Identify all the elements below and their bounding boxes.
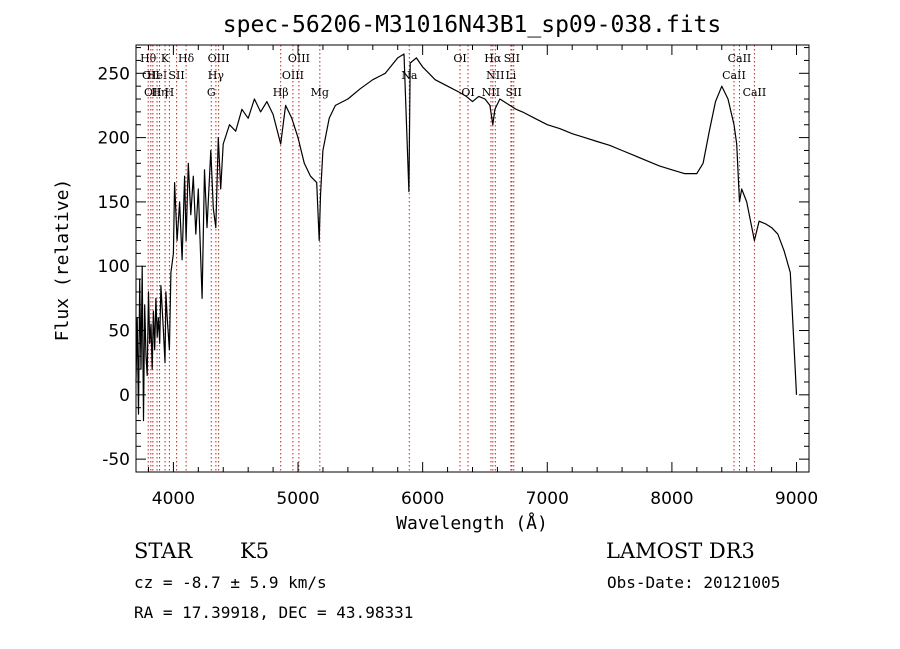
redshift-velocity: cz = -8.7 ± 5.9 km/s [134, 573, 327, 592]
coordinates: RA = 17.39918, DEC = 43.98331 [134, 603, 414, 622]
spectral-line-label: Hα [484, 52, 502, 65]
spectral-line-markers: HθOIIOIIHeIHηKHSIIHδGHγOIIIHβOIIIOIIIMgN… [140, 45, 766, 472]
spectral-line-label: SII [169, 69, 185, 82]
spectral-line-label: SII [504, 52, 520, 65]
y-tick-label: 50 [108, 322, 130, 342]
axis-ticks: 4000 5000 6000 7000 8000 9000 -50 0 50 100 150 200 2… [98, 45, 818, 509]
y-tick-label: 0 [119, 386, 130, 406]
spectral-line-label: CaII [728, 52, 752, 65]
spectral-line-label: SII [506, 86, 522, 99]
object-class: STAR [134, 539, 193, 563]
observation-date: Obs-Date: 20121005 [607, 573, 781, 592]
spectral-line-label: OI [461, 86, 474, 99]
spectrum-series [135, 53, 798, 422]
spectral-line-label: K [161, 52, 170, 65]
x-tick-label: 8000 [650, 489, 693, 509]
x-tick-label: 7000 [526, 489, 569, 509]
y-tick-label: 100 [98, 257, 130, 277]
object-subclass: K5 [240, 539, 270, 563]
spectral-line-label: NII [482, 86, 500, 99]
spectral-line-label: Hη [151, 86, 167, 99]
x-tick-label: 6000 [401, 489, 444, 509]
x-tick-label: 9000 [775, 489, 818, 509]
spectral-line-label: CaII [722, 69, 746, 82]
spectral-line-label: Hβ [273, 86, 289, 99]
survey-name: LAMOST DR3 [606, 539, 755, 563]
y-tick-label: 150 [98, 193, 130, 213]
spectral-line-label: G [207, 86, 216, 99]
spectral-line-label: OIII [288, 52, 310, 65]
spectral-line-label: HeI [147, 69, 167, 82]
spectral-line-label: OIII [208, 52, 230, 65]
spectral-line-label: OII [142, 69, 160, 82]
spectral-line-label: Hδ [178, 52, 195, 65]
spectral-line-label: Hθ [140, 52, 157, 65]
spectral-line-label: H [165, 86, 175, 99]
spectral-line-label: NII [486, 69, 504, 82]
flux-line [135, 53, 798, 422]
x-tick-label: 4000 [152, 489, 195, 509]
y-axis-label: Flux (relative) [52, 179, 73, 342]
y-tick-label: 250 [98, 64, 130, 84]
chart-title: spec-56206-M31016N43B1_sp09-038.fits [223, 12, 722, 38]
plot-frame [135, 44, 810, 473]
y-tick-label: 200 [98, 129, 130, 149]
spectral-line-label: OIII [282, 69, 304, 82]
spectral-line-label: Hγ [208, 69, 225, 82]
x-axis-label: Wavelength (Å) [396, 512, 548, 534]
x-tick-label: 5000 [276, 489, 319, 509]
spectral-line-label: Mg [311, 86, 329, 99]
spectral-line-label: CaII [743, 86, 767, 99]
spectral-line-label: OI [453, 52, 466, 65]
spectral-line-label: Li [505, 69, 516, 82]
y-tick-label: -50 [102, 450, 130, 470]
